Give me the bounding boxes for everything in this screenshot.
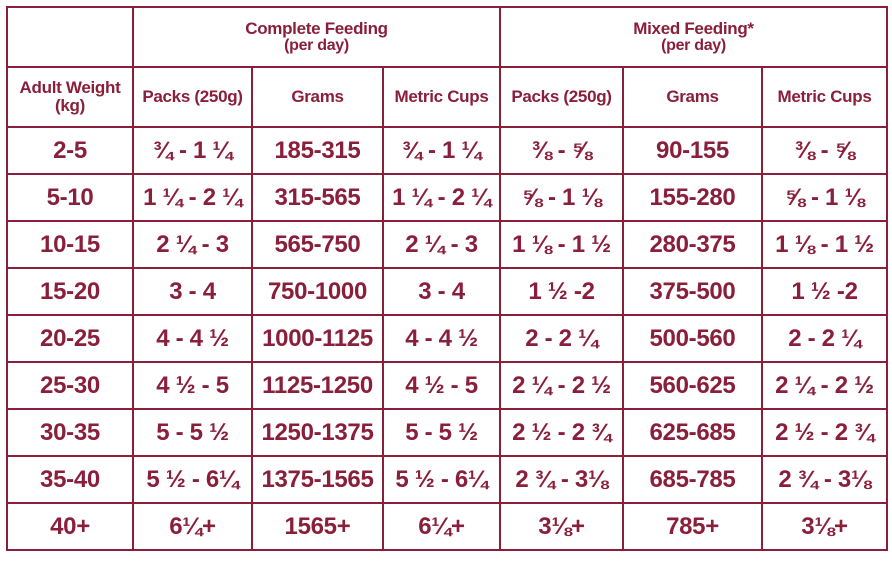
column-header-mixed-cups: Metric Cups xyxy=(761,66,888,128)
table-row: 25-30 4 ½ - 5 1125-1250 4 ½ - 5 2 ¼ - 2 … xyxy=(6,361,888,410)
column-header-row: Adult Weight (kg) Packs (250g) Grams Met… xyxy=(6,66,888,128)
complete-grams-cell: 565-750 xyxy=(251,220,384,269)
table-row: 30-35 5 - 5 ½ 1250-1375 5 - 5 ½ 2 ½ - 2 … xyxy=(6,408,888,457)
mixed-grams-cell: 375-500 xyxy=(622,267,763,316)
complete-feeding-subtitle: (per day) xyxy=(284,37,349,54)
mixed-packs-cell: ⅜ - ⅝ xyxy=(499,126,624,175)
column-header-mixed-grams: Grams xyxy=(622,66,763,128)
complete-grams-cell: 1000-1125 xyxy=(251,314,384,363)
feeding-table: Complete Feeding (per day) Mixed Feeding… xyxy=(6,6,888,551)
weight-cell: 35-40 xyxy=(6,455,134,504)
column-header-mixed-packs: Packs (250g) xyxy=(499,66,624,128)
feeding-guide: Complete Feeding (per day) Mixed Feeding… xyxy=(6,6,888,551)
mixed-cups-cell: 2 ¾ - 3⅛ xyxy=(761,455,888,504)
table-row: 5-10 1 ¼ - 2 ¼ 315-565 1 ¼ - 2 ¼ ⅝ - 1 ⅛… xyxy=(6,173,888,222)
mixed-packs-cell: ⅝ - 1 ⅛ xyxy=(499,173,624,222)
mixed-grams-cell: 500-560 xyxy=(622,314,763,363)
mixed-cups-cell: 2 - 2 ¼ xyxy=(761,314,888,363)
complete-feeding-title: Complete Feeding xyxy=(245,19,388,38)
complete-packs-cell: 4 - 4 ½ xyxy=(132,314,253,363)
column-header-complete-cups: Metric Cups xyxy=(382,66,501,128)
complete-packs-cell: 6¼+ xyxy=(132,502,253,551)
mixed-packs-cell: 2 ¾ - 3⅛ xyxy=(499,455,624,504)
complete-packs-cell: 2 ¼ - 3 xyxy=(132,220,253,269)
complete-packs-cell: 1 ¼ - 2 ¼ xyxy=(132,173,253,222)
complete-packs-cell: 5 - 5 ½ xyxy=(132,408,253,457)
complete-grams-cell: 1250-1375 xyxy=(251,408,384,457)
weight-cell: 2-5 xyxy=(6,126,134,175)
complete-packs-cell: 5 ½ - 6¼ xyxy=(132,455,253,504)
mixed-packs-cell: 3⅛+ xyxy=(499,502,624,551)
mixed-grams-cell: 155-280 xyxy=(622,173,763,222)
mixed-cups-cell: ⅜ - ⅝ xyxy=(761,126,888,175)
complete-grams-cell: 315-565 xyxy=(251,173,384,222)
complete-packs-cell: 4 ½ - 5 xyxy=(132,361,253,410)
complete-cups-cell: 4 - 4 ½ xyxy=(382,314,501,363)
mixed-cups-cell: 1 ½ -2 xyxy=(761,267,888,316)
mixed-cups-cell: 2 ½ - 2 ¾ xyxy=(761,408,888,457)
table-row: 35-40 5 ½ - 6¼ 1375-1565 5 ½ - 6¼ 2 ¾ - … xyxy=(6,455,888,504)
weight-cell: 5-10 xyxy=(6,173,134,222)
weight-cell: 15-20 xyxy=(6,267,134,316)
weight-cell: 20-25 xyxy=(6,314,134,363)
mixed-feeding-subtitle: (per day) xyxy=(661,37,726,54)
table-row: 2-5 ¾ - 1 ¼ 185-315 ¾ - 1 ¼ ⅜ - ⅝ 90-155… xyxy=(6,126,888,175)
mixed-feeding-title: Mixed Feeding* xyxy=(633,19,754,38)
mixed-grams-cell: 560-625 xyxy=(622,361,763,410)
mixed-cups-cell: ⅝ - 1 ⅛ xyxy=(761,173,888,222)
complete-cups-cell: 6¼+ xyxy=(382,502,501,551)
table-row: 15-20 3 - 4 750-1000 3 - 4 1 ½ -2 375-50… xyxy=(6,267,888,316)
mixed-packs-cell: 2 - 2 ¼ xyxy=(499,314,624,363)
table-row: 40+ 6¼+ 1565+ 6¼+ 3⅛+ 785+ 3⅛+ xyxy=(6,502,888,551)
complete-cups-cell: ¾ - 1 ¼ xyxy=(382,126,501,175)
mixed-grams-cell: 785+ xyxy=(622,502,763,551)
column-header-complete-packs: Packs (250g) xyxy=(132,66,253,128)
complete-cups-cell: 4 ½ - 5 xyxy=(382,361,501,410)
complete-cups-cell: 3 - 4 xyxy=(382,267,501,316)
complete-grams-cell: 1375-1565 xyxy=(251,455,384,504)
column-header-weight: Adult Weight (kg) xyxy=(6,66,134,128)
complete-grams-cell: 1125-1250 xyxy=(251,361,384,410)
mixed-packs-cell: 1 ⅛ - 1 ½ xyxy=(499,220,624,269)
mixed-grams-cell: 280-375 xyxy=(622,220,763,269)
table-row: 20-25 4 - 4 ½ 1000-1125 4 - 4 ½ 2 - 2 ¼ … xyxy=(6,314,888,363)
weight-cell: 10-15 xyxy=(6,220,134,269)
group-header-row: Complete Feeding (per day) Mixed Feeding… xyxy=(6,6,888,68)
corner-cell xyxy=(6,6,134,68)
complete-grams-cell: 750-1000 xyxy=(251,267,384,316)
mixed-grams-cell: 625-685 xyxy=(622,408,763,457)
column-header-complete-grams: Grams xyxy=(251,66,384,128)
mixed-packs-cell: 2 ½ - 2 ¾ xyxy=(499,408,624,457)
complete-cups-cell: 5 - 5 ½ xyxy=(382,408,501,457)
mixed-grams-cell: 685-785 xyxy=(622,455,763,504)
complete-feeding-header: Complete Feeding (per day) xyxy=(132,6,501,68)
complete-cups-cell: 1 ¼ - 2 ¼ xyxy=(382,173,501,222)
complete-grams-cell: 185-315 xyxy=(251,126,384,175)
mixed-packs-cell: 1 ½ -2 xyxy=(499,267,624,316)
weight-cell: 30-35 xyxy=(6,408,134,457)
mixed-cups-cell: 3⅛+ xyxy=(761,502,888,551)
complete-cups-cell: 5 ½ - 6¼ xyxy=(382,455,501,504)
complete-cups-cell: 2 ¼ - 3 xyxy=(382,220,501,269)
mixed-grams-cell: 90-155 xyxy=(622,126,763,175)
complete-grams-cell: 1565+ xyxy=(251,502,384,551)
mixed-feeding-header: Mixed Feeding* (per day) xyxy=(499,6,888,68)
mixed-packs-cell: 2 ¼ - 2 ½ xyxy=(499,361,624,410)
complete-packs-cell: ¾ - 1 ¼ xyxy=(132,126,253,175)
mixed-cups-cell: 2 ¼ - 2 ½ xyxy=(761,361,888,410)
weight-cell: 40+ xyxy=(6,502,134,551)
weight-cell: 25-30 xyxy=(6,361,134,410)
complete-packs-cell: 3 - 4 xyxy=(132,267,253,316)
table-row: 10-15 2 ¼ - 3 565-750 2 ¼ - 3 1 ⅛ - 1 ½ … xyxy=(6,220,888,269)
mixed-cups-cell: 1 ⅛ - 1 ½ xyxy=(761,220,888,269)
